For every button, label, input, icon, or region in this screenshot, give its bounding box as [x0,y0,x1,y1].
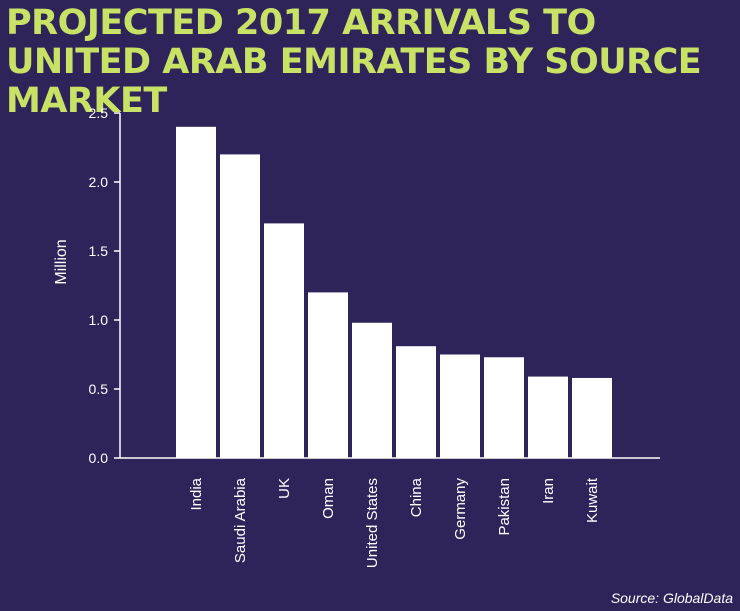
bar-3 [308,292,348,458]
x-tick-label-0: India [188,477,205,510]
bar-9 [572,377,612,458]
y-tick-label-5: 2.5 [89,105,109,121]
x-tick-label-4: United States [364,478,381,568]
x-tick-label-6: Germany [452,478,469,540]
x-labels-group: India Saudi Arabia UK Oman United States Chin… [188,477,601,568]
bar-6 [440,354,480,458]
bar-1 [220,154,260,458]
x-tick-label-1: Saudi Arabia [232,477,249,563]
bars-group [176,126,612,459]
y-axis-label: Million [53,239,70,284]
x-tick-label-2: UK [276,478,293,499]
bar-8 [528,376,568,458]
bar-5 [396,346,436,458]
x-tick-label-8: Iran [540,478,557,504]
x-tick-label-3: Oman [320,478,337,519]
bar-2 [264,223,304,458]
bar-0 [176,126,216,459]
y-axis: 0.0 0.5 1.0 1.5 2.0 2.5 [89,105,121,466]
bar-7 [484,357,524,458]
chart-title: PROJECTED 2017 ARRIVALS TO UNITED ARAB E… [6,3,702,121]
y-tick-label-4: 2.0 [89,174,109,190]
y-tick-label-0: 0.0 [89,450,109,466]
y-tick-label-1: 0.5 [89,381,109,397]
source-label: Source: GlobalData [611,590,733,606]
x-tick-label-9: Kuwait [584,477,601,523]
x-tick-label-7: Pakistan [496,478,513,536]
y-ticks-group: 0.0 0.5 1.0 1.5 2.0 2.5 [89,105,120,466]
x-tick-label-5: China [408,477,425,517]
y-tick-label-3: 1.5 [89,243,109,259]
bar-4 [352,322,392,458]
y-tick-label-2: 1.0 [89,312,109,328]
